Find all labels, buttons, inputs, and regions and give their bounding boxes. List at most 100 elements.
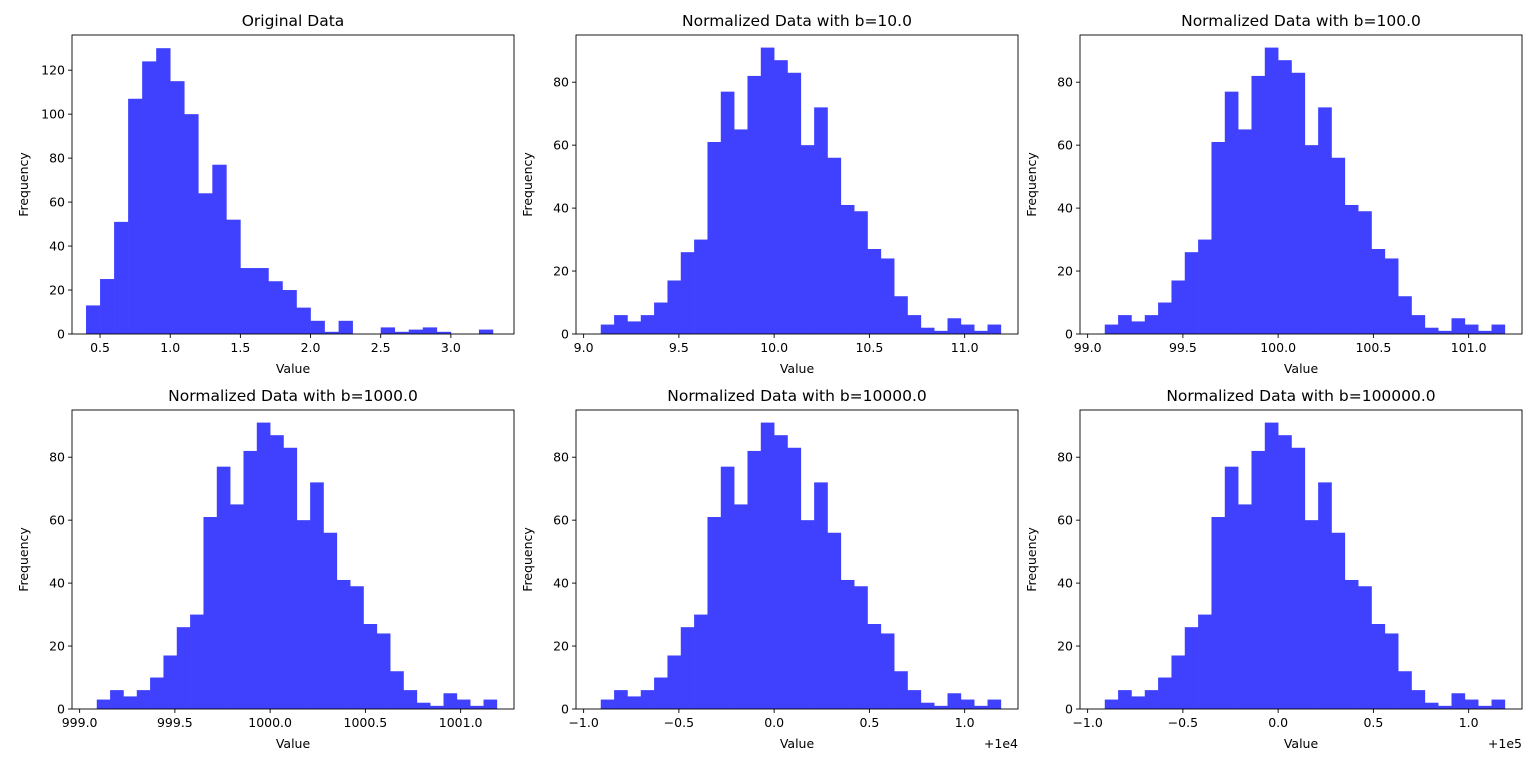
histogram-bar [694,239,708,334]
histogram-bar [1291,72,1306,335]
histogram-bar [920,702,935,709]
histogram-bar [787,447,802,709]
x-tick-label: 99.5 [1169,340,1197,355]
x-axis-label: Value [1284,736,1319,751]
histogram-bar [1318,482,1332,709]
histogram-bar [1371,249,1386,334]
histogram-bar [680,627,695,709]
histogram-bar [256,422,271,709]
histogram-bar [827,532,842,709]
y-tick-label: 40 [553,201,569,216]
histogram-bar [226,219,241,334]
chart-title: Normalized Data with b=1000.0 [168,387,418,405]
y-tick-label: 20 [49,283,65,298]
histogram-bar [198,193,213,334]
histogram-bar [1104,324,1119,334]
x-tick-label: 3.0 [441,340,461,355]
histogram-bar [443,693,458,709]
histogram-bar [1144,690,1159,709]
y-axis-label: Frequency [520,152,535,217]
axes-frame [575,34,1019,335]
histogram-bar [296,520,311,709]
x-tick-label: 0.0 [1268,715,1288,730]
chart-title: Normalized Data with b=10000.0 [667,387,927,405]
chart-title: Normalized Data with b=10.0 [682,12,912,30]
histogram-bar [800,145,815,334]
x-tick-label: −1.0 [568,715,598,730]
histogram-bar [800,520,815,709]
histogram-bar [123,696,138,709]
histogram-bar [734,129,748,334]
histogram-bar [190,614,204,709]
chart-title: Original Data [242,12,345,30]
y-tick-label: 20 [1057,264,1073,279]
histogram-bar [324,331,339,334]
histogram-bar [934,330,948,334]
x-tick-label: 0.5 [1363,715,1383,730]
y-tick-label: 0 [57,327,65,342]
x-tick-label: 999.0 [62,715,98,730]
x-tick-label: 100.0 [1260,340,1296,355]
y-tick-label: 0 [561,702,569,717]
histogram-bar [184,114,199,335]
y-tick-label: 80 [49,151,65,166]
y-tick-label: 80 [553,450,569,465]
histogram-bar [1451,693,1466,709]
x-tick-label: 0.0 [764,715,784,730]
histogram-bar [376,633,391,709]
histogram-bar [176,627,191,709]
histogram-bar [323,532,338,709]
histogram-bar [614,315,628,334]
histogram-bar [1384,633,1399,709]
histogram-bar [987,324,1002,334]
histogram-bar [734,504,748,709]
histogram-bar [1478,330,1492,334]
histogram-bar [1438,705,1452,709]
histogram-bar [150,677,164,709]
x-tick-label: 10.0 [760,340,788,355]
histogram-panel-1: 0.5 1.0 1.5 2.0 2.5 3.0 0 20 40 60 80 100 120 Origina… [16,12,515,376]
histogram-bar [960,699,975,709]
y-tick-label: 100 [41,107,65,122]
x-axis-label: Value [780,361,815,376]
histogram-bar [1278,435,1292,709]
x-tick-label: 0.5 [90,340,110,355]
chart-title: Normalized Data with b=100000.0 [1166,387,1435,405]
histogram-bar [600,699,615,709]
histogram-bar [960,324,975,334]
histogram-bar [1131,321,1146,334]
histogram-bar [1118,315,1132,334]
histogram-bar [240,268,255,334]
histogram-bar [760,47,775,335]
histogram-bar [627,696,642,709]
histogram-bar [654,677,668,709]
histogram-bar [640,315,655,334]
x-tick-label: 1.5 [230,340,250,355]
histogram-panel-2: 9.0 9.5 10.0 10.5 11.0 0 20 40 60 80 Normalized Da… [520,12,1019,376]
histogram-bar [110,690,124,709]
histogram-bar [1251,75,1266,335]
y-tick-label: 40 [49,239,65,254]
histogram-bar [114,221,129,335]
histogram-bar [1171,655,1186,709]
x-tick-label: 999.5 [157,715,193,730]
y-tick-label: 60 [553,138,569,153]
histogram-bar [230,504,244,709]
x-tick-label: 1000.5 [344,715,388,730]
x-tick-label: 1001.0 [439,715,483,730]
y-tick-label: 60 [1057,513,1073,528]
histogram-bar [707,517,722,709]
histogram-bar [136,690,151,709]
histogram-bar [907,315,922,334]
histogram-bar [470,705,484,709]
x-tick-label: 2.0 [301,340,321,355]
y-axis-label: Frequency [520,527,535,592]
x-axis-offset-label: +1e4 [984,736,1018,751]
y-axis-label: Frequency [16,527,31,592]
histogram-bar [96,699,111,709]
histogram-bar [774,60,788,335]
histogram-bar [1198,614,1212,709]
histogram-bar [974,705,988,709]
histogram-bar [430,705,444,709]
histogram-bar [1344,579,1359,709]
